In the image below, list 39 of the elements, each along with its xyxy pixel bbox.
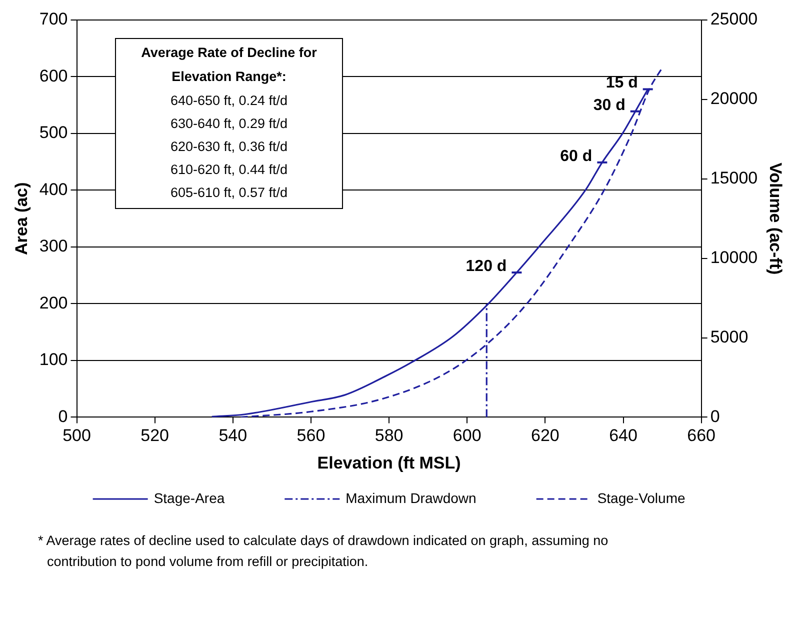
legend-label: Maximum Drawdown [346,490,476,506]
text: * Average rates of decline used to calculate days of drawdown indicated on graph, assuming no contribution to pond volume from refill or precipitation. [38,532,610,571]
annotation: Average Rate of Decline for Elevation Range*: [140,44,318,86]
y-tick-label: 400 [39,180,68,199]
x-tick-label: 560 [296,426,326,446]
y2-axis-title: Volume (ac-ft) [766,162,786,275]
x-tick-label: 640 [609,426,638,446]
y-tick-label: 300 [39,236,68,256]
annotation: 605-610 ft, 0.57 ft/d [169,184,289,202]
y2-tick-label: 15000 [710,168,758,188]
y-tick-label: 100 [39,350,68,370]
y-tick-label: 700 [39,10,68,29]
annotation: 610-620 ft, 0.44 ft/d [169,161,289,179]
x-tick-label: 600 [452,426,482,446]
y-tick-label: 500 [39,123,68,142]
y-tick-label: 600 [39,66,68,86]
annotation: 60 d [560,148,592,165]
y2-tick-label: 25000 [710,10,758,29]
legend-label: Stage-Volume [597,490,686,506]
y-axis-title: Area (ac) [12,182,31,255]
x-tick-label: 540 [218,426,248,446]
y-tick-label: 200 [39,293,68,312]
annotation: 30 d [593,96,626,114]
annotation: 120 d [466,258,507,275]
x-tick-label: 620 [531,426,560,446]
x-tick-label: 500 [62,426,91,446]
y2-tick-label: 10000 [710,248,758,268]
y2-tick-label: 5000 [710,327,748,346]
x-tick-label: 520 [140,426,170,446]
annotation: 640-650 ft, 0.24 ft/d [169,92,289,110]
x-tick-label: 660 [687,426,716,446]
y2-tick-label: 0 [710,406,720,426]
x-tick-label: 580 [374,426,404,446]
annotation: 620-630 ft, 0.36 ft/d [169,138,289,156]
y-tick-label: 0 [58,406,68,426]
legend-label: Stage-Area [154,490,225,506]
y2-tick-label: 20000 [710,89,758,108]
annotation: 630-640 ft, 0.29 ft/d [169,115,289,133]
x-axis-title: Elevation (ft MSL) [317,453,461,472]
